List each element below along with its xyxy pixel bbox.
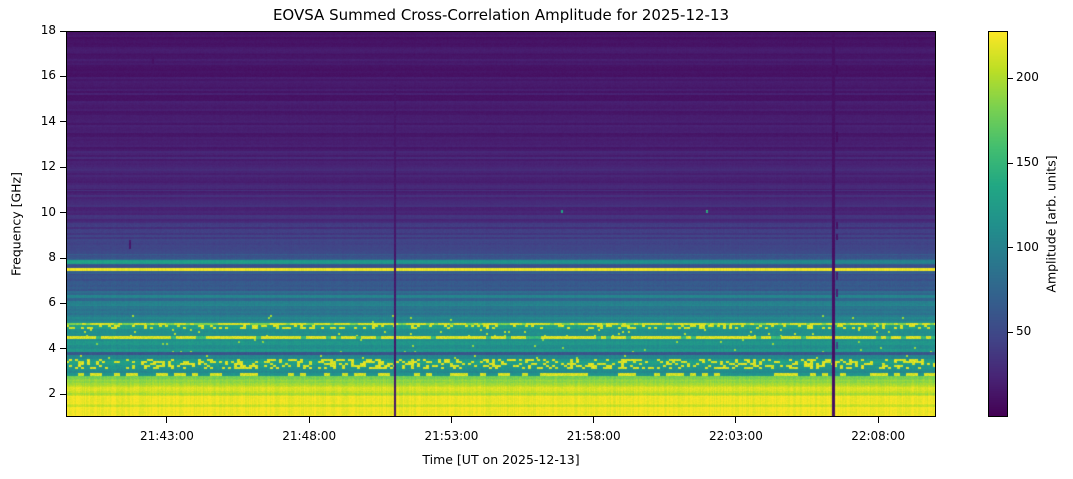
y-tick-mark [60,75,66,77]
y-tick-mark [60,121,66,123]
colorbar-tick-mark [1008,331,1013,333]
colorbar-tick-mark [1008,77,1013,79]
y-tick-mark [60,302,66,304]
colorbar [988,31,1008,417]
y-tick-label: 2 [48,386,56,401]
y-tick-mark [60,393,66,395]
x-axis-label: Time [UT on 2025-12-13] [422,452,580,467]
x-tick-mark [450,417,452,423]
y-tick-label: 14 [40,113,56,128]
colorbar-tick-label: 150 [1016,155,1039,170]
x-tick-mark [166,417,168,423]
chart-title: EOVSA Summed Cross-Correlation Amplitude… [272,6,730,24]
y-tick-mark [60,212,66,214]
x-tick-label: 21:48:00 [282,429,337,443]
x-tick-label: 22:03:00 [708,429,763,443]
y-tick-label: 10 [40,204,56,219]
x-tick-label: 21:53:00 [424,429,479,443]
y-tick-mark [60,257,66,259]
x-tick-label: 22:08:00 [851,429,906,443]
y-tick-label: 18 [40,23,56,37]
y-tick-mark [60,348,66,350]
y-tick-label: 6 [48,295,56,310]
y-tick-mark [60,30,66,32]
colorbar-label: Amplitude [arb. units] [1043,155,1059,293]
y-tick-label: 16 [40,68,56,83]
y-tick-label: 4 [48,340,56,355]
colorbar-tick-label: 50 [1016,324,1032,339]
colorbar-tick-label: 200 [1016,70,1039,85]
colorbar-tick-mark [1008,247,1013,249]
x-tick-mark [735,417,737,423]
colorbar-tick-label: 100 [1016,239,1039,254]
x-tick-label: 21:58:00 [566,429,621,443]
x-tick-label: 21:43:00 [140,429,194,443]
x-tick-mark [308,417,310,423]
spectrogram-heatmap [66,31,936,417]
y-tick-mark [60,166,66,168]
colorbar-tick-mark [1008,162,1013,164]
y-axis-label: Frequency [GHz] [8,172,24,276]
x-tick-mark [593,417,595,423]
x-tick-mark [877,417,879,423]
y-tick-label: 12 [40,159,56,174]
y-tick-label: 8 [48,250,56,265]
